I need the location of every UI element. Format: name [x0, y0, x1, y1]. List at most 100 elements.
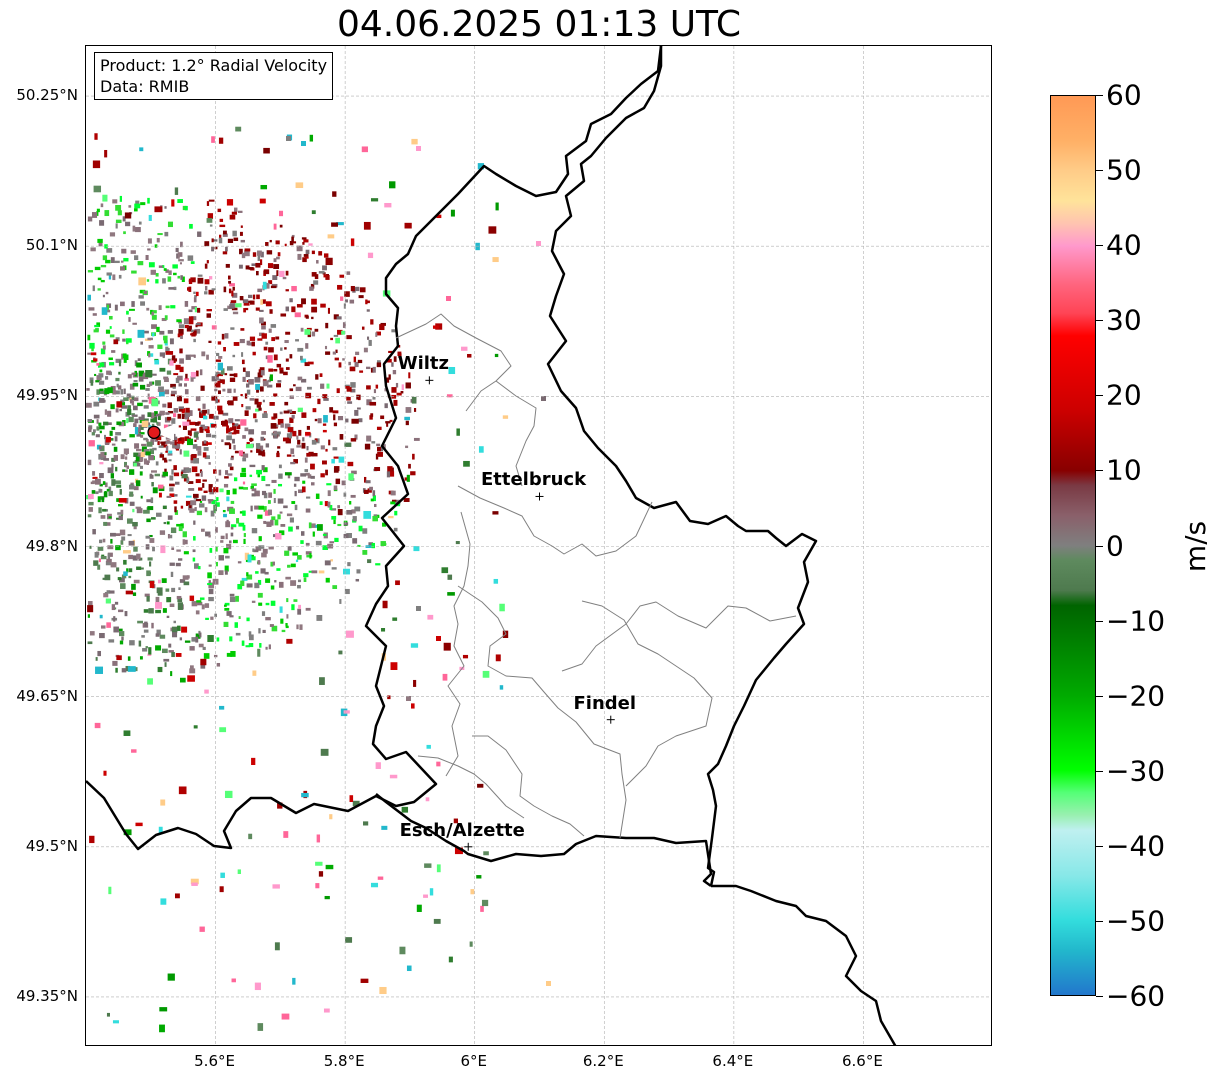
- radar-echo: [380, 446, 384, 452]
- radar-echo: [306, 327, 312, 331]
- radar-echo: [168, 459, 172, 462]
- radar-echo: [251, 757, 256, 765]
- radar-echo: [123, 397, 129, 401]
- radar-echo: [145, 544, 150, 550]
- radar-echo: [349, 299, 355, 304]
- radar-echo: [135, 480, 141, 487]
- radar-echo: [151, 517, 156, 520]
- radar-echo: [245, 645, 250, 648]
- radar-echo: [463, 460, 470, 467]
- colorbar-unit: m/s: [1179, 520, 1207, 573]
- radar-echo: [301, 378, 307, 383]
- radar-echo: [143, 330, 149, 334]
- radar-echo: [91, 212, 98, 218]
- radar-echo: [461, 346, 468, 351]
- radar-echo: [265, 443, 270, 448]
- radar-echo: [332, 447, 338, 451]
- radar-echo: [294, 476, 300, 482]
- radar-echo: [96, 211, 99, 216]
- radar-echo: [377, 446, 381, 452]
- radar-echo: [206, 442, 212, 445]
- radar-echo: [338, 362, 342, 368]
- radar-echo: [182, 531, 187, 538]
- colorbar: [1050, 95, 1096, 996]
- radar-echo: [98, 380, 105, 385]
- radar-echo: [118, 515, 123, 521]
- radar-echo: [87, 216, 93, 222]
- radar-echo: [311, 306, 317, 313]
- radar-echo: [136, 433, 141, 437]
- radar-echo: [202, 483, 205, 488]
- radar-echo: [229, 427, 233, 431]
- radar-echo: [320, 748, 329, 756]
- radar-echo: [254, 582, 260, 589]
- radar-echo: [215, 527, 218, 533]
- radar-echo: [280, 347, 283, 351]
- radar-echo: [301, 298, 306, 305]
- radar-echo: [89, 342, 95, 349]
- radar-echo: [345, 630, 354, 638]
- radar-echo: [373, 389, 377, 394]
- radar-echo: [145, 451, 151, 456]
- radar-echo: [219, 886, 224, 893]
- radar-echo: [271, 479, 277, 483]
- radar-echo: [96, 363, 100, 366]
- radar-echo: [159, 330, 165, 335]
- radar-echo: [163, 658, 170, 662]
- radar-echo: [492, 257, 499, 263]
- radar-echo: [195, 436, 199, 440]
- radar-echo: [275, 533, 282, 540]
- radar-echo: [107, 552, 113, 557]
- radar-echo: [313, 280, 319, 285]
- radar-echo: [381, 825, 388, 830]
- radar-echo: [206, 309, 212, 312]
- radar-echo: [166, 615, 170, 619]
- radar-echo: [171, 587, 176, 593]
- radar-echo: [392, 617, 398, 621]
- radar-echo: [316, 834, 321, 843]
- radar-echo: [218, 237, 223, 244]
- radar-echo: [229, 214, 236, 220]
- radar-echo: [192, 549, 196, 553]
- radar-echo: [161, 441, 165, 447]
- radar-echo: [196, 510, 203, 516]
- radar-echo: [114, 601, 119, 605]
- colorbar-tick-mark: [1096, 920, 1103, 922]
- radar-echo: [219, 224, 226, 228]
- radar-echo: [287, 409, 293, 413]
- radar-echo: [121, 248, 127, 254]
- radar-echo: [108, 315, 113, 320]
- radar-echo: [90, 247, 96, 252]
- radar-echo: [107, 545, 114, 550]
- radar-echo: [273, 264, 280, 269]
- radar-echo: [308, 243, 313, 246]
- radar-echo: [297, 608, 302, 615]
- radar-echo: [367, 488, 372, 493]
- radar-site: [147, 425, 161, 440]
- radar-echo: [159, 352, 166, 357]
- radar-echo: [165, 269, 169, 273]
- radar-echo: [443, 642, 451, 651]
- radar-map[interactable]: [85, 45, 992, 1046]
- radar-echo: [179, 366, 184, 373]
- radar-echo: [146, 499, 152, 503]
- radar-echo: [361, 146, 368, 153]
- radar-echo: [252, 548, 255, 552]
- radar-echo: [133, 579, 140, 584]
- radar-echo: [330, 508, 337, 511]
- radar-echo: [187, 675, 195, 682]
- radar-echo: [190, 454, 197, 461]
- radar-echo: [246, 574, 253, 580]
- radar-echo: [273, 488, 276, 494]
- radar-echo: [197, 274, 203, 277]
- radar-echo: [221, 333, 225, 340]
- radar-echo: [222, 251, 228, 255]
- radar-echo: [156, 421, 159, 425]
- radar-echo: [99, 425, 105, 430]
- radar-echo: [120, 509, 124, 515]
- radar-echo: [110, 538, 113, 544]
- radar-echo: [323, 397, 329, 401]
- radar-echo: [155, 645, 162, 651]
- radar-echo: [88, 601, 93, 606]
- radar-echo: [104, 522, 111, 526]
